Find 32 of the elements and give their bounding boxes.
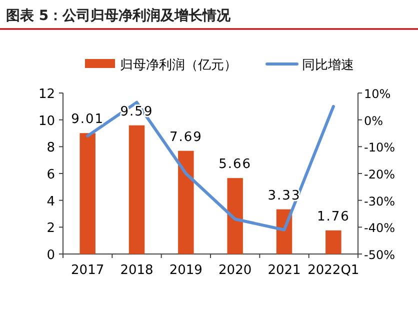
- bar: [128, 125, 145, 254]
- bar: [178, 150, 194, 254]
- x-tick-label: 2020: [218, 263, 252, 278]
- bar: [326, 230, 342, 254]
- y2-tick-label: -30%: [364, 194, 396, 208]
- data-label: 7.69: [169, 130, 202, 145]
- data-label: 5.66: [218, 157, 252, 172]
- x-tick-label: 2019: [169, 263, 202, 278]
- y2-tick-label: -50%: [364, 248, 396, 262]
- y2-tick-label: -20%: [364, 168, 396, 182]
- y2-tick-label: -10%: [364, 140, 396, 155]
- data-label: 1.76: [316, 209, 350, 224]
- legend-label: 归母净利润（亿元）: [120, 58, 237, 73]
- y-tick-label: 8: [46, 140, 55, 156]
- y-tick-label: 2: [46, 221, 55, 236]
- y-tick-label: 10: [38, 114, 55, 129]
- y-tick-label: 12: [38, 87, 55, 102]
- x-tick-label: 2021: [268, 263, 301, 278]
- data-label: 9.01: [71, 112, 104, 128]
- bar: [227, 178, 243, 254]
- bar: [80, 133, 96, 254]
- x-tick-label: 2018: [120, 263, 154, 278]
- y-tick-label: 6: [46, 168, 55, 182]
- legend-label: 同比增速: [302, 58, 354, 73]
- y2-tick-label: -40%: [364, 221, 396, 236]
- y2-tick-label: 0%: [364, 114, 384, 128]
- x-tick-label: 2017: [71, 263, 104, 278]
- y-tick-label: 4: [46, 194, 55, 210]
- x-tick-label: 2022Q1: [308, 263, 360, 278]
- y-tick-label: 0: [46, 248, 55, 263]
- y2-tick-label: 10%: [364, 87, 391, 101]
- chart-title: 图表 5：公司归母净利润及增长情况: [6, 7, 232, 24]
